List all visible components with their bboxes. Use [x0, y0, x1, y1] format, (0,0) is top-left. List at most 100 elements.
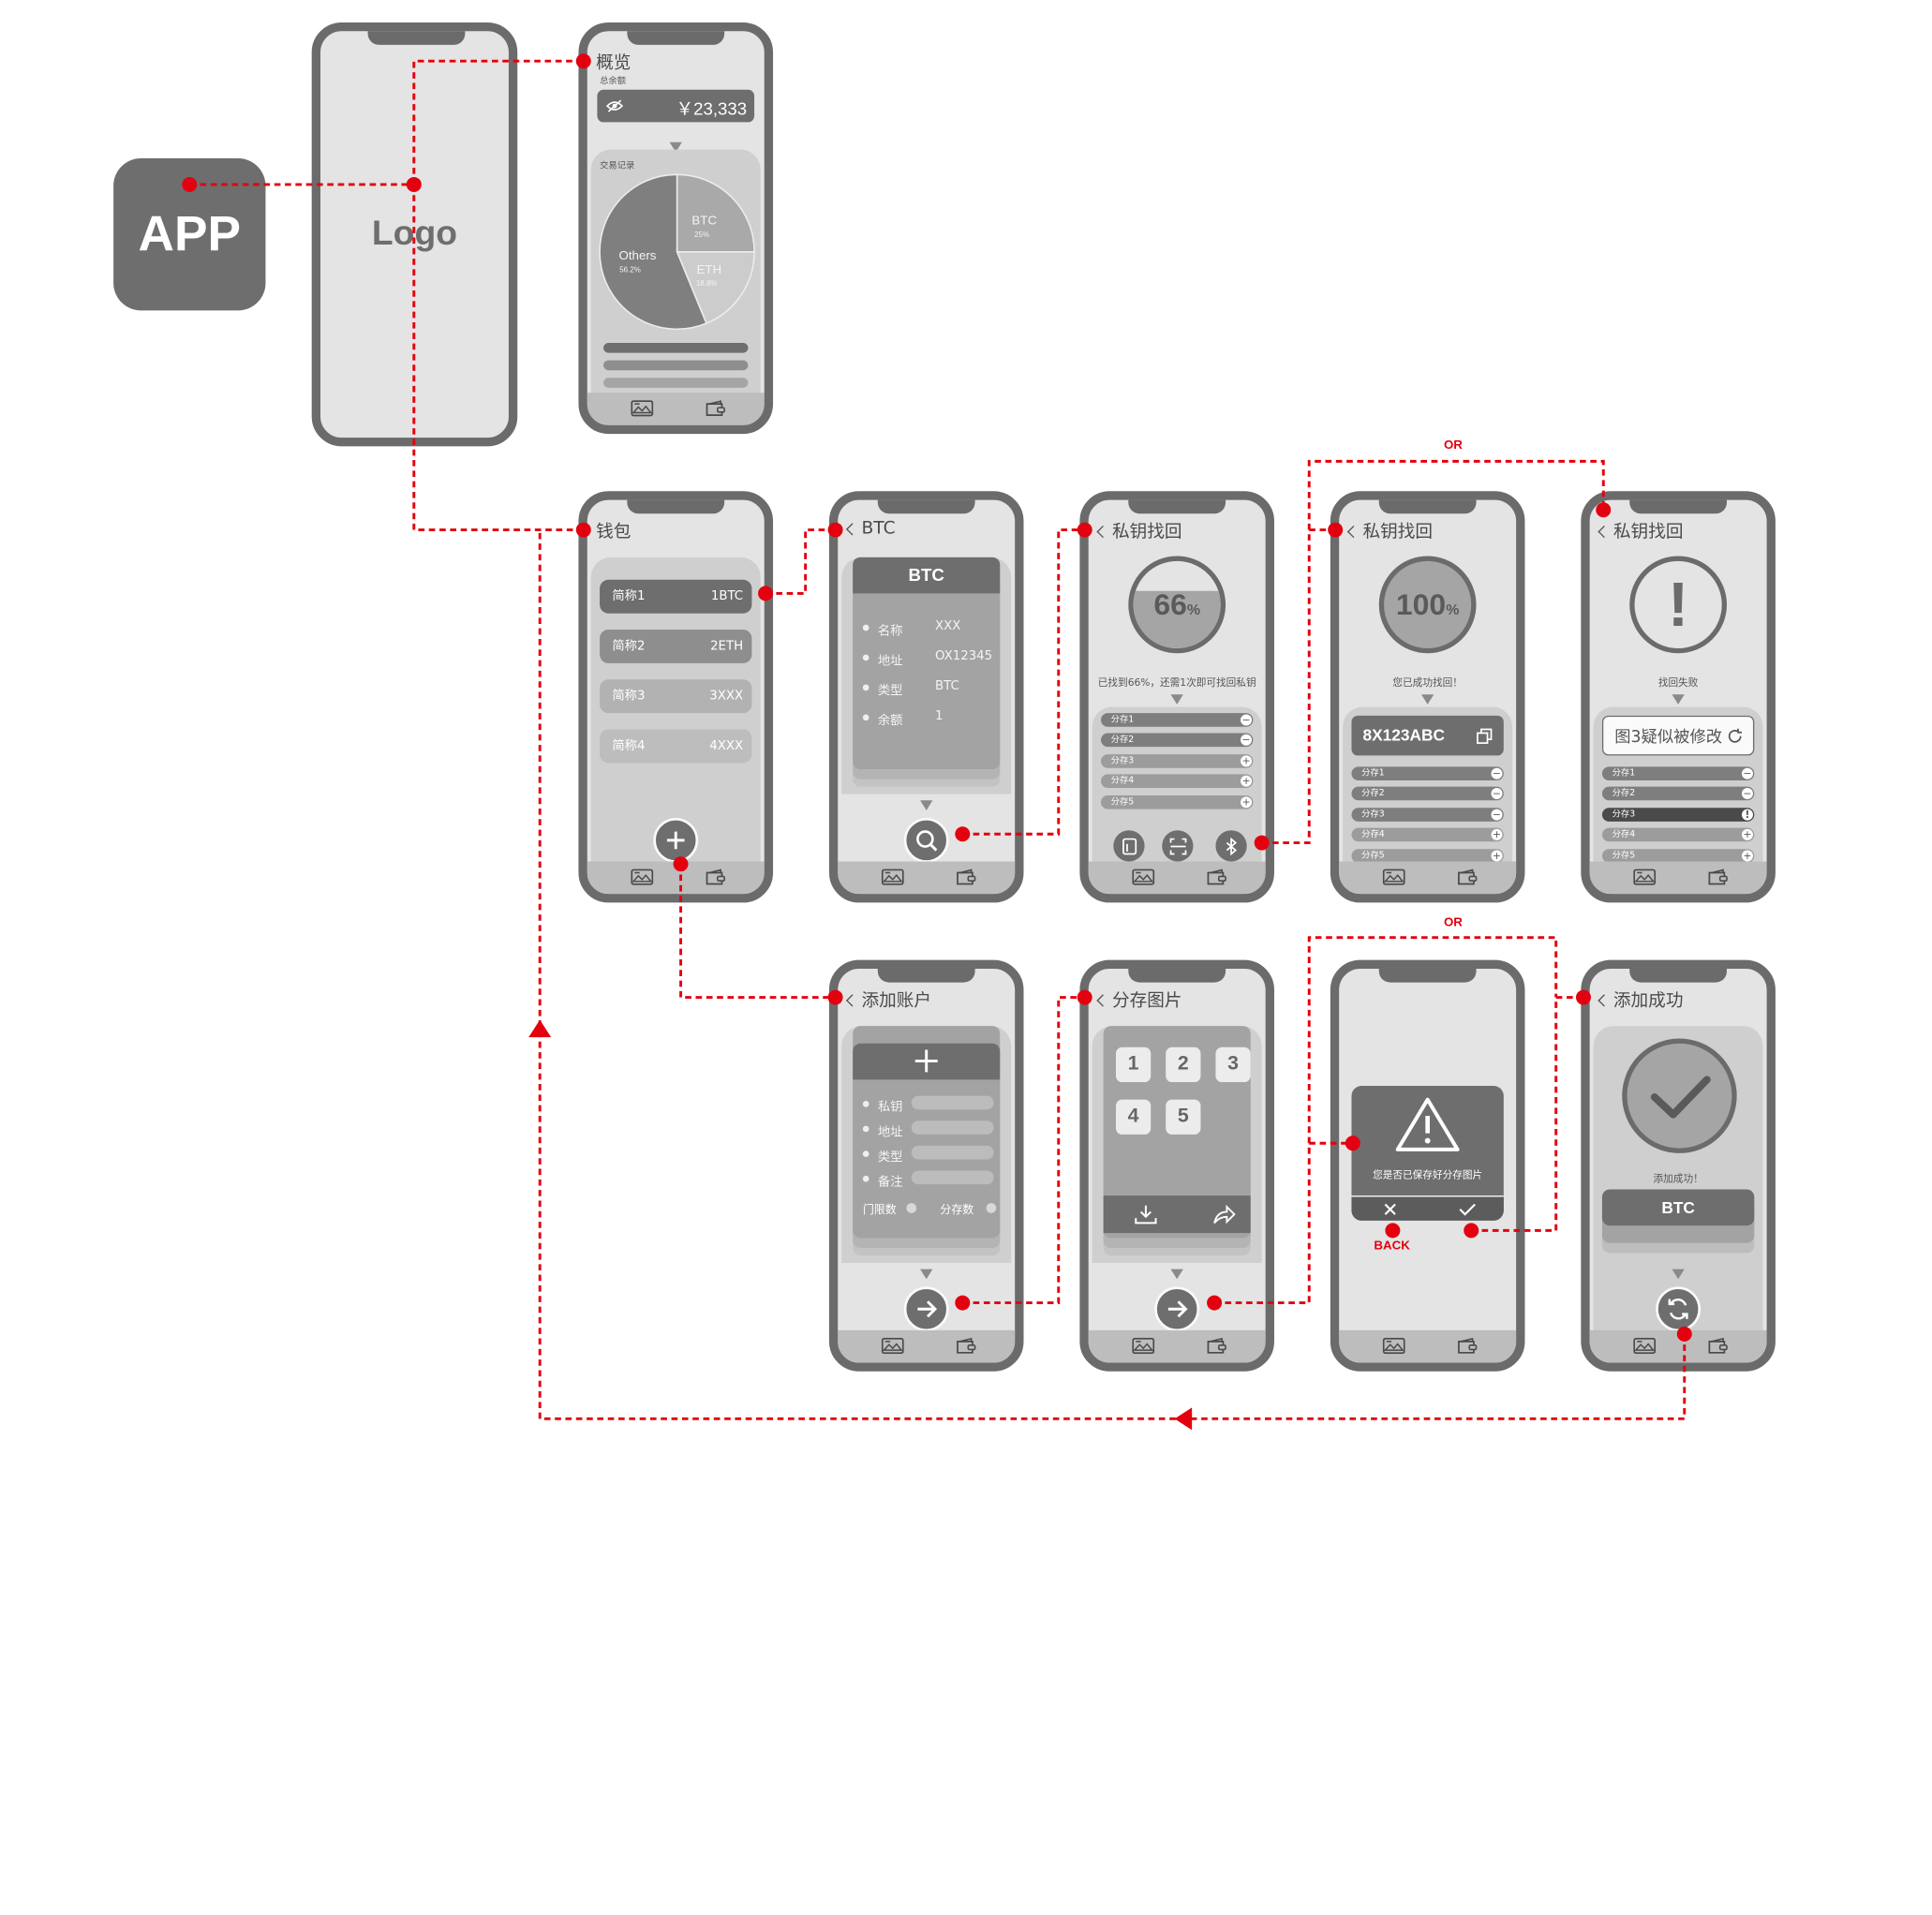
close-icon[interactable] — [1383, 1202, 1398, 1217]
gallery-icon[interactable] — [882, 1338, 904, 1354]
account-item[interactable]: 简称2 2ETH — [600, 630, 752, 663]
phone-notch — [1629, 499, 1728, 514]
recover-success-screen: 私钥找回 100% 您已成功找回！ 8X123ABC 分存1− 分存2− 分存3… — [1330, 491, 1525, 903]
gallery-icon[interactable] — [1132, 1338, 1154, 1354]
back-label: BACK — [1374, 1239, 1410, 1254]
share-item[interactable]: 分存2− — [1351, 786, 1504, 801]
back-title[interactable]: BTC — [845, 519, 896, 539]
plus-icon[interactable]: + — [1241, 796, 1253, 809]
plus-icon[interactable]: + — [1241, 775, 1253, 787]
wallet-icon[interactable] — [1458, 1338, 1478, 1354]
share-item[interactable]: 分存4 + — [1601, 827, 1755, 842]
wallet-icon[interactable] — [1458, 868, 1478, 884]
arrow-right-icon — [1167, 1300, 1188, 1318]
wallet-icon[interactable] — [1207, 868, 1226, 884]
account-value: 1BTC — [710, 589, 744, 604]
share-image-tile[interactable]: 5 — [1166, 1099, 1201, 1135]
gallery-icon[interactable] — [882, 868, 904, 884]
plus-icon[interactable]: + — [1491, 828, 1503, 840]
share-item[interactable]: 分存3− — [1351, 808, 1504, 822]
download-icon[interactable] — [1135, 1204, 1157, 1225]
next-button[interactable] — [1154, 1286, 1200, 1332]
wallet-icon[interactable] — [706, 868, 725, 884]
plus-icon[interactable]: + — [1241, 755, 1253, 767]
share-item[interactable]: 分存1− — [1351, 766, 1504, 781]
account-item[interactable]: 简称1 1BTC — [600, 579, 752, 614]
form-input[interactable] — [911, 1121, 994, 1135]
plus-icon[interactable]: + — [1741, 850, 1753, 862]
detail-key: 类型 — [862, 679, 902, 698]
back-title[interactable]: 私钥找回 — [1096, 519, 1182, 544]
share-item[interactable]: 分存2− — [1601, 786, 1755, 801]
check-icon[interactable] — [1459, 1202, 1477, 1217]
shares-info-icon[interactable] — [986, 1203, 997, 1213]
gallery-icon[interactable] — [631, 400, 653, 416]
share-item[interactable]: 分存4 + — [1101, 774, 1254, 789]
scan-button[interactable] — [1162, 830, 1194, 862]
share-item[interactable]: 分存4 + — [1351, 827, 1504, 842]
app-icon[interactable]: APP — [113, 157, 266, 311]
threshold-info-icon[interactable] — [906, 1203, 917, 1213]
minus-icon[interactable]: − — [1741, 788, 1753, 799]
minus-icon[interactable]: − — [1491, 809, 1503, 821]
minus-icon[interactable]: − — [1491, 788, 1503, 799]
form-input[interactable] — [911, 1145, 994, 1160]
plus-icon[interactable]: + — [1741, 828, 1753, 840]
wallet-icon[interactable] — [1207, 1338, 1226, 1354]
recover-key-button[interactable] — [903, 817, 949, 863]
coin-card: BTC — [1601, 1189, 1755, 1226]
pie-label: Others — [619, 248, 657, 262]
account-item[interactable]: 简称4 4XXX — [600, 729, 752, 764]
share-item[interactable]: 分存1− — [1601, 766, 1755, 781]
add-account-button[interactable] — [653, 817, 699, 863]
share-item[interactable]: 分存3 + — [1101, 754, 1254, 768]
wallet-icon[interactable] — [706, 400, 725, 416]
wallet-icon[interactable] — [1708, 868, 1728, 884]
wallet-icon[interactable] — [957, 1338, 976, 1354]
refresh-icon[interactable] — [1727, 728, 1743, 744]
minus-icon[interactable]: − — [1741, 767, 1753, 779]
copy-icon[interactable] — [1477, 728, 1493, 744]
eye-off-icon[interactable] — [605, 99, 624, 112]
share-image-tile[interactable]: 3 — [1215, 1047, 1251, 1083]
share-item[interactable]: 分存3! — [1601, 808, 1755, 822]
next-button[interactable] — [903, 1286, 949, 1332]
gallery-icon[interactable] — [1633, 1338, 1656, 1354]
fail-ring: ! — [1629, 556, 1728, 654]
back-title[interactable]: 添加账户 — [845, 987, 932, 1013]
wallet-icon[interactable] — [957, 868, 976, 884]
detail-value: XXX — [935, 619, 961, 633]
form-input[interactable] — [911, 1170, 994, 1185]
progress-ring: 100% — [1378, 556, 1477, 654]
account-item[interactable]: 简称3 3XXX — [600, 679, 752, 714]
import-file-button[interactable] — [1113, 830, 1145, 862]
back-title[interactable]: 添加成功 — [1598, 987, 1684, 1013]
minus-icon[interactable]: − — [1241, 714, 1253, 726]
gallery-icon[interactable] — [631, 868, 653, 884]
share-image-tile[interactable]: 4 — [1115, 1099, 1152, 1135]
bluetooth-button[interactable] — [1215, 830, 1247, 862]
return-button[interactable] — [1656, 1286, 1702, 1332]
back-title[interactable]: 私钥找回 — [1346, 519, 1433, 544]
gallery-icon[interactable] — [1633, 868, 1656, 884]
share-icon[interactable] — [1213, 1204, 1236, 1225]
form-panel: 私钥 地址 类型 备注 门限数 分存数 — [841, 1026, 1012, 1263]
or-label: OR — [1443, 916, 1463, 930]
share-image-tile[interactable]: 2 — [1166, 1047, 1201, 1083]
gallery-icon[interactable] — [1132, 868, 1154, 884]
share-item[interactable]: 分存5 + — [1101, 794, 1254, 809]
form-input[interactable] — [911, 1095, 994, 1110]
minus-icon[interactable]: − — [1491, 767, 1503, 779]
gallery-icon[interactable] — [1383, 1338, 1405, 1354]
gallery-icon[interactable] — [1383, 868, 1405, 884]
warning-icon[interactable]: ! — [1741, 809, 1753, 821]
back-title[interactable]: 分存图片 — [1096, 987, 1182, 1013]
share-item[interactable]: 分存2− — [1101, 733, 1254, 748]
wallet-icon[interactable] — [1708, 1338, 1728, 1354]
share-image-tile[interactable]: 1 — [1115, 1047, 1152, 1083]
back-title[interactable]: 私钥找回 — [1598, 519, 1684, 544]
pie-chart: BTC 25% ETH 18.8% Others 56.2% — [599, 173, 755, 331]
plus-icon[interactable]: + — [1491, 850, 1503, 862]
share-item[interactable]: 分存1− — [1101, 713, 1254, 727]
minus-icon[interactable]: − — [1241, 734, 1253, 746]
